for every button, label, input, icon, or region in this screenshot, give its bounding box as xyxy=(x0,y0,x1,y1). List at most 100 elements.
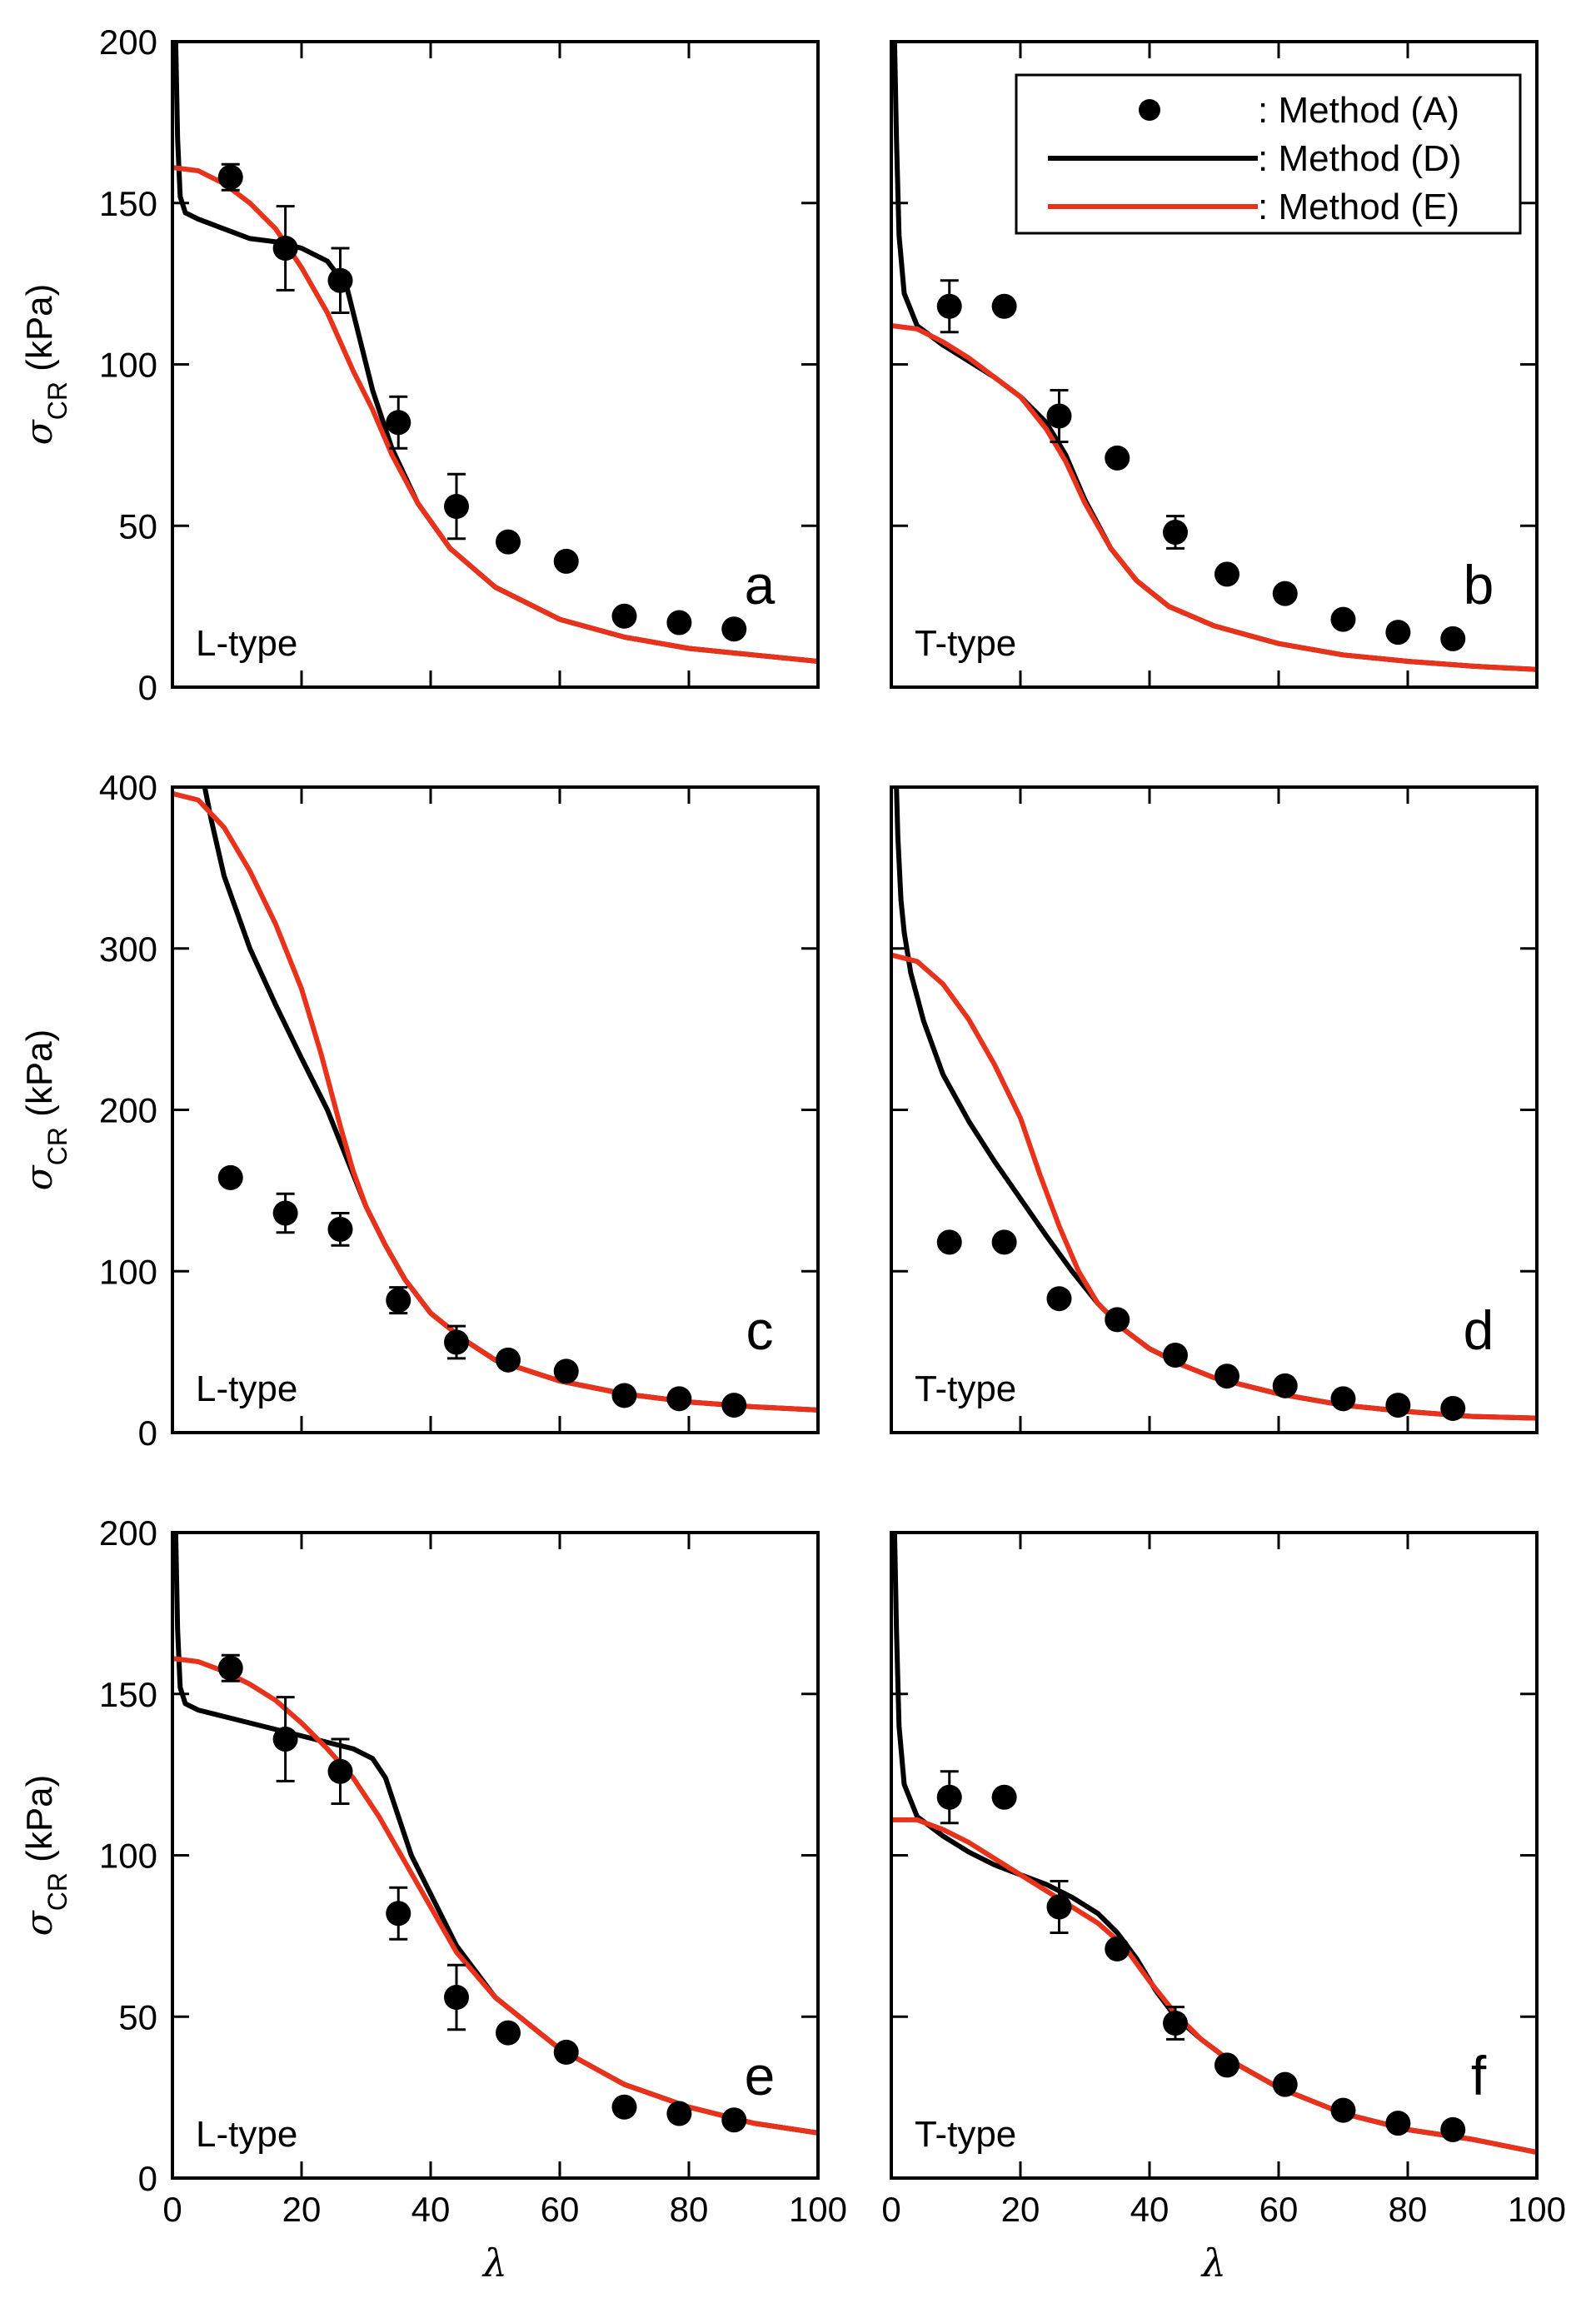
data-point xyxy=(327,1758,353,1784)
panel-letter: e xyxy=(745,2045,776,2106)
type-label: L-type xyxy=(196,623,297,664)
data-point xyxy=(1385,620,1411,646)
data-point xyxy=(496,2020,521,2046)
plot-area xyxy=(172,1533,818,2136)
data-point xyxy=(1046,1894,1072,1920)
panel-e: 0 50 100 150 200 0 20 40 60 80 100 σCR (kPa) λ e L-typ… xyxy=(18,1513,847,2286)
x-tick-label: 0 xyxy=(162,2190,182,2229)
x-tick-label: 20 xyxy=(1001,2190,1040,2229)
legend-label-e: : Method (E) xyxy=(1258,187,1459,227)
type-label: T-type xyxy=(915,2114,1016,2155)
data-point xyxy=(1105,1307,1130,1333)
data-point xyxy=(1385,1393,1411,1418)
panel-f: 0 20 40 60 80 100 λ f T-type xyxy=(881,1531,1566,2286)
plot-frame xyxy=(171,40,820,689)
data-point xyxy=(444,494,469,519)
x-tick-label: 0 xyxy=(881,2190,900,2229)
data-point xyxy=(666,1386,692,1412)
x-tick-label: 100 xyxy=(789,2190,847,2229)
data-point xyxy=(217,1655,243,1681)
data-point xyxy=(272,236,298,261)
series-line-methode xyxy=(172,1656,818,2136)
type-label: T-type xyxy=(915,1368,1016,1409)
y-tick-label: 200 xyxy=(99,1513,157,1553)
y-tick-label: 150 xyxy=(99,184,157,223)
data-point xyxy=(991,1784,1017,1810)
data-point xyxy=(272,1200,298,1226)
panel-d: d T-type xyxy=(890,785,1539,1434)
y-tick-label: 150 xyxy=(99,1675,157,1714)
data-point xyxy=(496,529,521,555)
data-point xyxy=(1440,2116,1466,2142)
series-line-methodd xyxy=(172,42,818,664)
data-point xyxy=(721,2107,747,2133)
data-point xyxy=(611,1383,637,1408)
data-point xyxy=(1214,561,1239,587)
plot-frame xyxy=(171,785,820,1434)
series-line-methodd xyxy=(891,1533,1537,2155)
y-tick-label: 200 xyxy=(99,1091,157,1130)
series-line-methode xyxy=(172,165,818,664)
data-point xyxy=(1163,520,1188,545)
y-tick-label: 50 xyxy=(118,506,157,546)
data-point xyxy=(936,1229,962,1255)
data-point xyxy=(553,1358,579,1384)
panel-c: 0 100 200 300 400 σCR (kPa) c L-type xyxy=(18,768,820,1453)
data-point xyxy=(1046,1286,1072,1312)
legend: : Method (A): Method (D): Method (E) xyxy=(1015,73,1522,235)
x-tick-label: 40 xyxy=(1130,2190,1170,2229)
data-point xyxy=(666,2101,692,2126)
plot-frame xyxy=(890,1531,1539,2180)
panel-letter: b xyxy=(1464,554,1494,616)
series-line-methode xyxy=(172,790,818,1413)
data-point xyxy=(1272,2071,1298,2097)
y-tick-label: 200 xyxy=(99,22,157,62)
data-point xyxy=(444,1985,469,2010)
x-axis-label: λ xyxy=(1200,2241,1226,2286)
x-axis-label: λ xyxy=(481,2241,507,2286)
data-point xyxy=(1272,1373,1298,1398)
data-point xyxy=(496,1347,521,1373)
panel-b: bT-type: Method (A): Method (D): Method … xyxy=(890,40,1539,689)
plot-area xyxy=(172,42,818,664)
x-tick-label: 60 xyxy=(541,2190,580,2229)
data-point xyxy=(272,1727,298,1752)
data-point xyxy=(1440,1395,1466,1421)
panel-a: 0 50 100 150 200 σCR (kPa) a L-type xyxy=(18,22,820,707)
legend-label-a: : Method (A) xyxy=(1258,90,1459,131)
x-tick-label: 40 xyxy=(411,2190,451,2229)
data-point xyxy=(1330,2097,1356,2123)
series-line-methode xyxy=(891,1817,1537,2155)
series-line-methode xyxy=(891,323,1537,672)
x-tick-label: 100 xyxy=(1508,2190,1566,2229)
data-point xyxy=(1163,2011,1188,2036)
plot-area xyxy=(172,787,818,1413)
data-point xyxy=(611,2094,637,2120)
y-axis-label: σCR (kPa) xyxy=(18,284,72,446)
data-point xyxy=(1385,2111,1411,2136)
y-axis-label: σCR (kPa) xyxy=(18,1029,72,1191)
data-point xyxy=(721,616,747,642)
data-point xyxy=(553,2039,579,2065)
data-point xyxy=(444,1329,469,1355)
x-tick-label: 20 xyxy=(282,2190,322,2229)
data-point xyxy=(1214,1363,1239,1389)
y-tick-label: 100 xyxy=(99,1837,157,1876)
data-point xyxy=(386,410,411,436)
data-point xyxy=(666,610,692,636)
y-tick-label: 0 xyxy=(138,1413,157,1453)
series-line-methode xyxy=(891,952,1537,1421)
y-tick-label: 0 xyxy=(138,668,157,707)
x-tick-label: 80 xyxy=(670,2190,709,2229)
data-point xyxy=(991,293,1017,319)
y-tick-label: 50 xyxy=(118,1997,157,2036)
data-point xyxy=(1163,1343,1188,1368)
data-point xyxy=(1105,1936,1130,1962)
type-label: L-type xyxy=(196,2114,297,2155)
data-point xyxy=(386,1288,411,1314)
data-point xyxy=(1330,606,1356,632)
y-axis-label: σCR (kPa) xyxy=(18,1775,72,1937)
plot-area xyxy=(891,1533,1537,2155)
data-point xyxy=(1046,403,1072,429)
